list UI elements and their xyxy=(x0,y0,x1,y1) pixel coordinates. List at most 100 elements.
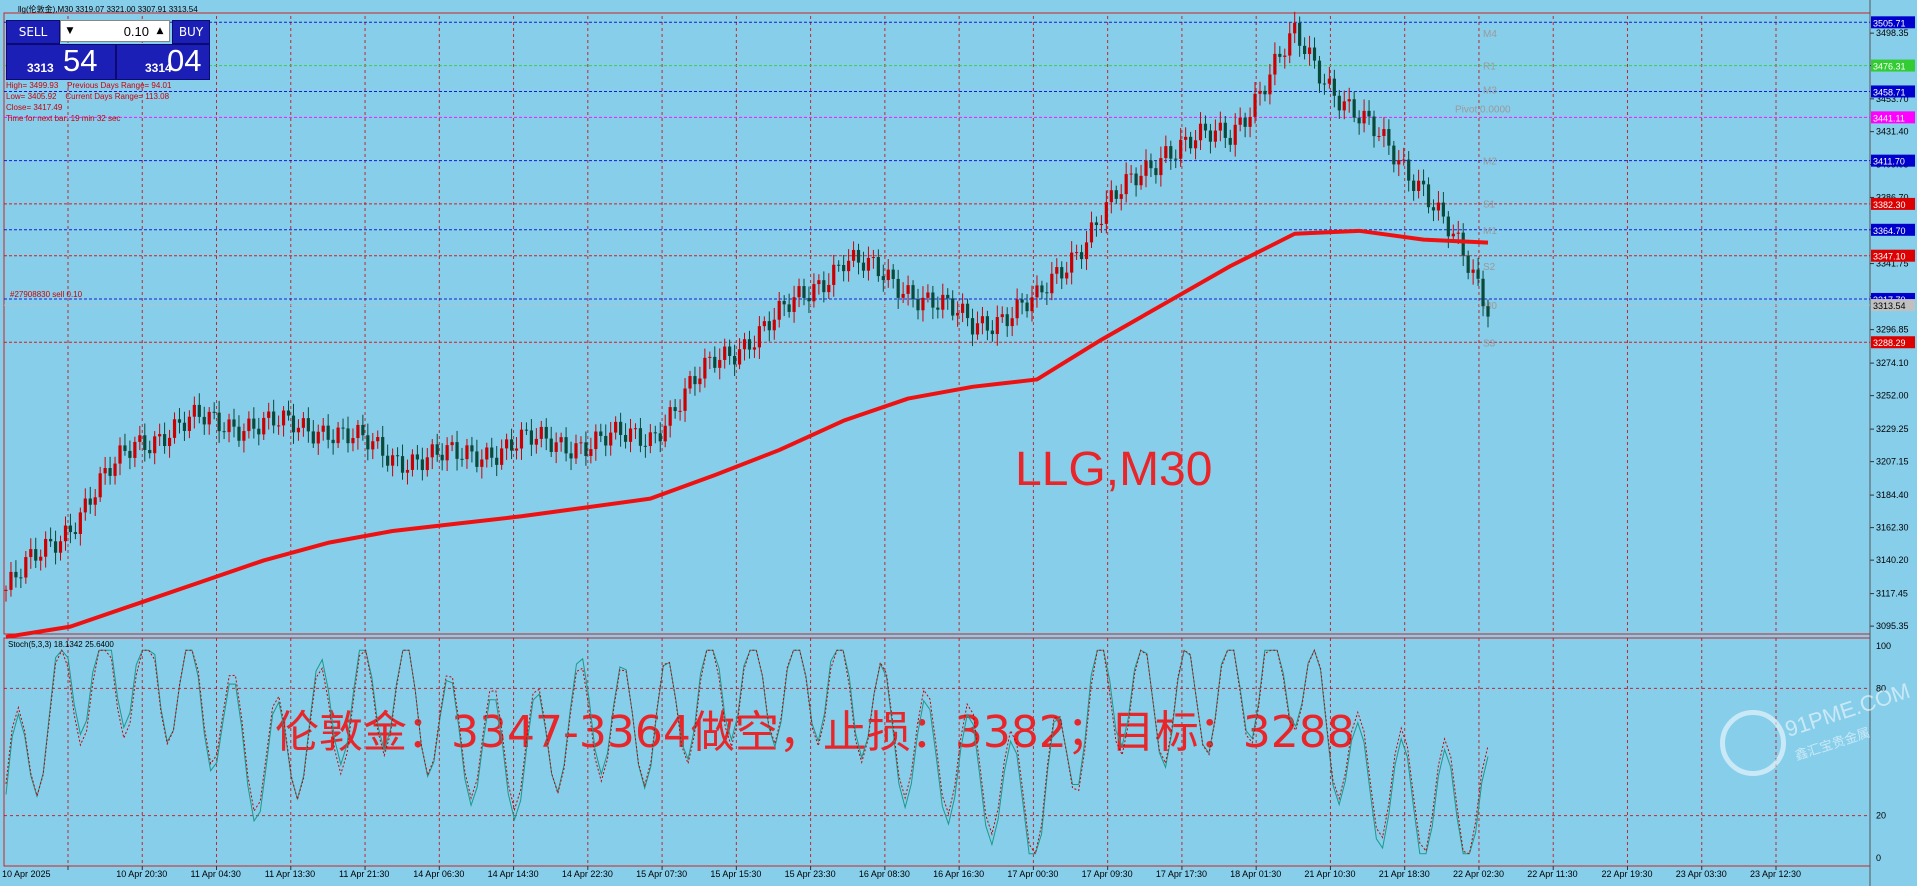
candle-body xyxy=(1273,53,1277,75)
candle-body xyxy=(871,257,875,259)
candle-body xyxy=(1169,146,1173,159)
time-tick-label: 23 Apr 12:30 xyxy=(1750,869,1801,879)
candle-body xyxy=(569,453,573,459)
candle-body xyxy=(911,285,915,300)
candle-body xyxy=(356,424,360,439)
candle-body xyxy=(1045,292,1049,294)
candle-body xyxy=(306,418,310,432)
candle-body xyxy=(767,321,771,331)
level-tag-box xyxy=(1871,16,1915,29)
candle-body xyxy=(1392,145,1396,165)
candle-body xyxy=(772,319,776,331)
candle-body xyxy=(1397,160,1401,165)
candle-body xyxy=(653,432,657,434)
candle-body xyxy=(113,463,117,476)
candle-body xyxy=(1402,159,1406,161)
time-tick-label: 21 Apr 18:30 xyxy=(1379,869,1430,879)
candle-body xyxy=(1461,232,1465,256)
candle-body xyxy=(405,469,410,473)
level-tag-label: 3347.10 xyxy=(1873,252,1906,262)
candle-body xyxy=(965,303,970,319)
bid-price-box[interactable]: 3313 54 xyxy=(6,43,116,80)
candle-body xyxy=(376,437,380,442)
candle-body xyxy=(638,428,643,446)
candle-body xyxy=(93,497,97,505)
candle-body xyxy=(514,448,519,451)
candle-body xyxy=(1129,173,1133,175)
candle-body xyxy=(733,355,737,365)
candle-body xyxy=(1278,53,1282,57)
candle-body xyxy=(163,434,167,447)
candle-body xyxy=(1288,33,1292,56)
candle-body xyxy=(1060,267,1064,279)
candle-body xyxy=(1258,90,1262,94)
candle-body xyxy=(1441,202,1445,217)
candle-body xyxy=(579,442,583,444)
bid-price-digits: 54 xyxy=(63,43,98,78)
candle-body xyxy=(286,410,291,416)
candle-body xyxy=(931,292,935,308)
candle-body xyxy=(1124,174,1128,195)
candle-body xyxy=(177,419,182,423)
candle-body xyxy=(1303,45,1307,55)
level-tag-box xyxy=(1871,223,1915,236)
candle-body xyxy=(63,525,68,542)
time-tick-label: 11 Apr 04:30 xyxy=(191,869,241,879)
time-tick-label: 21 Apr 10:30 xyxy=(1304,869,1355,879)
candle-body xyxy=(1337,95,1341,111)
candle-body xyxy=(53,541,58,553)
lot-size-input[interactable] xyxy=(79,21,149,41)
candle-body xyxy=(1283,55,1287,57)
lot-up-icon[interactable]: ▲ xyxy=(156,26,164,36)
candle-body xyxy=(1218,122,1222,131)
watermark-logo-icon xyxy=(1720,710,1786,776)
level-tag-label: 3382.30 xyxy=(1873,200,1906,210)
candle-body xyxy=(896,278,900,298)
candle-body xyxy=(267,411,271,418)
candle-body xyxy=(1154,168,1158,176)
candle-body xyxy=(227,419,231,433)
buy-button[interactable]: BUY xyxy=(172,20,210,44)
candle-body xyxy=(856,249,861,263)
candle-body xyxy=(366,435,370,450)
candle-body xyxy=(1233,124,1237,145)
candle-body xyxy=(1020,299,1024,303)
candle-body xyxy=(291,415,296,433)
candle-body xyxy=(1159,158,1163,176)
ask-price-box[interactable]: 3314 04 xyxy=(116,43,210,80)
candle-body xyxy=(594,431,598,450)
candle-body xyxy=(1193,140,1198,149)
candle-body xyxy=(351,438,355,444)
stoch-signal-line xyxy=(5,648,1489,856)
candle-body xyxy=(277,425,281,427)
candle-body xyxy=(480,459,484,467)
candle-body xyxy=(1456,232,1460,234)
candle-body xyxy=(153,436,157,454)
candle-body xyxy=(519,429,524,449)
candle-body xyxy=(961,303,965,313)
candle-body xyxy=(614,421,618,433)
candle-body xyxy=(321,425,325,432)
level-tag-box xyxy=(1871,154,1915,167)
lot-down-icon[interactable]: ▼ xyxy=(66,26,74,36)
candle-body xyxy=(192,404,196,417)
pivot-label: M4 xyxy=(1483,29,1497,40)
sell-button[interactable]: SELL xyxy=(6,20,60,44)
candle-body xyxy=(1010,318,1014,327)
candle-body xyxy=(1407,159,1411,181)
candle-body xyxy=(242,431,246,441)
candle-body xyxy=(807,297,811,302)
candle-body xyxy=(951,298,955,316)
pivot-label: S2 xyxy=(1483,262,1496,273)
lot-size-stepper[interactable]: ▼ ▲ xyxy=(60,20,170,42)
candle-body xyxy=(777,300,781,320)
candle-body xyxy=(703,357,707,379)
candle-body xyxy=(1293,22,1297,34)
candle-body xyxy=(1149,160,1153,169)
candle-body xyxy=(921,297,925,311)
candle-body xyxy=(1055,267,1059,274)
candle-body xyxy=(465,445,469,460)
candle-body xyxy=(495,457,499,465)
time-tick-label: 22 Apr 02:30 xyxy=(1453,869,1504,879)
